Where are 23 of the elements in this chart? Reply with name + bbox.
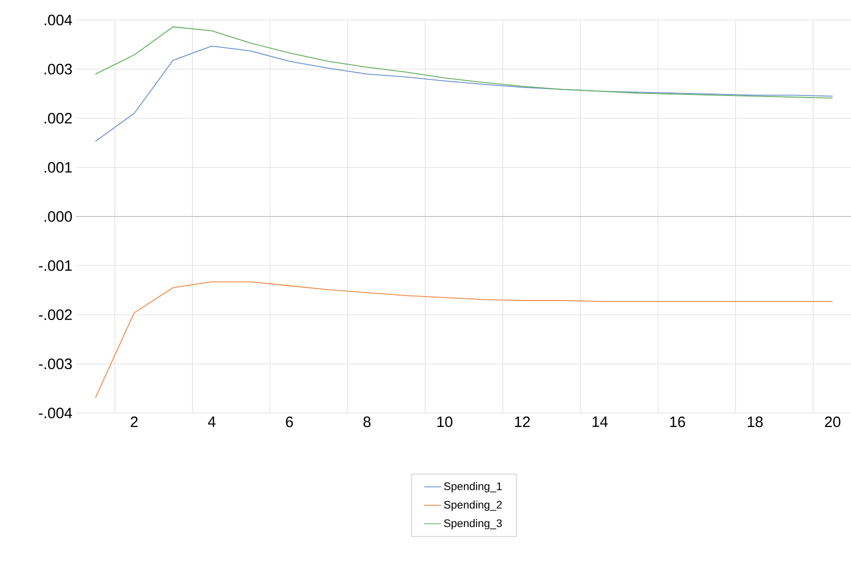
x-tick-label: 8 <box>363 416 371 428</box>
y-tick-label: -.002 <box>38 309 72 320</box>
y-tick-label: .004 <box>44 14 72 26</box>
x-tick-label: 16 <box>670 416 686 428</box>
y-tick-label: -.001 <box>38 260 72 271</box>
x-tick-label: 12 <box>515 416 530 427</box>
y-tick-label: -.004 <box>38 408 72 418</box>
legend-label: Spending_3 <box>444 519 502 530</box>
legend-label: Spending_2 <box>444 500 502 511</box>
line-series <box>94 26 834 99</box>
x-tick-label: 6 <box>286 416 293 428</box>
x-tick-label: 10 <box>437 416 452 428</box>
x-tick-label: 14 <box>592 416 608 427</box>
x-tick-label: 2 <box>130 416 138 427</box>
x-tick-label: 20 <box>825 416 840 428</box>
y-tick-label: .001 <box>44 162 72 173</box>
legend-label: Spending_1 <box>444 482 502 492</box>
y-tick-label: .003 <box>44 64 72 74</box>
y-tick-label: .000 <box>44 211 72 222</box>
x-tick-label: 4 <box>208 416 216 427</box>
y-tick-label: .002 <box>44 112 72 124</box>
x-tick-label: 18 <box>748 416 763 428</box>
y-tick-label: -.003 <box>38 358 72 370</box>
